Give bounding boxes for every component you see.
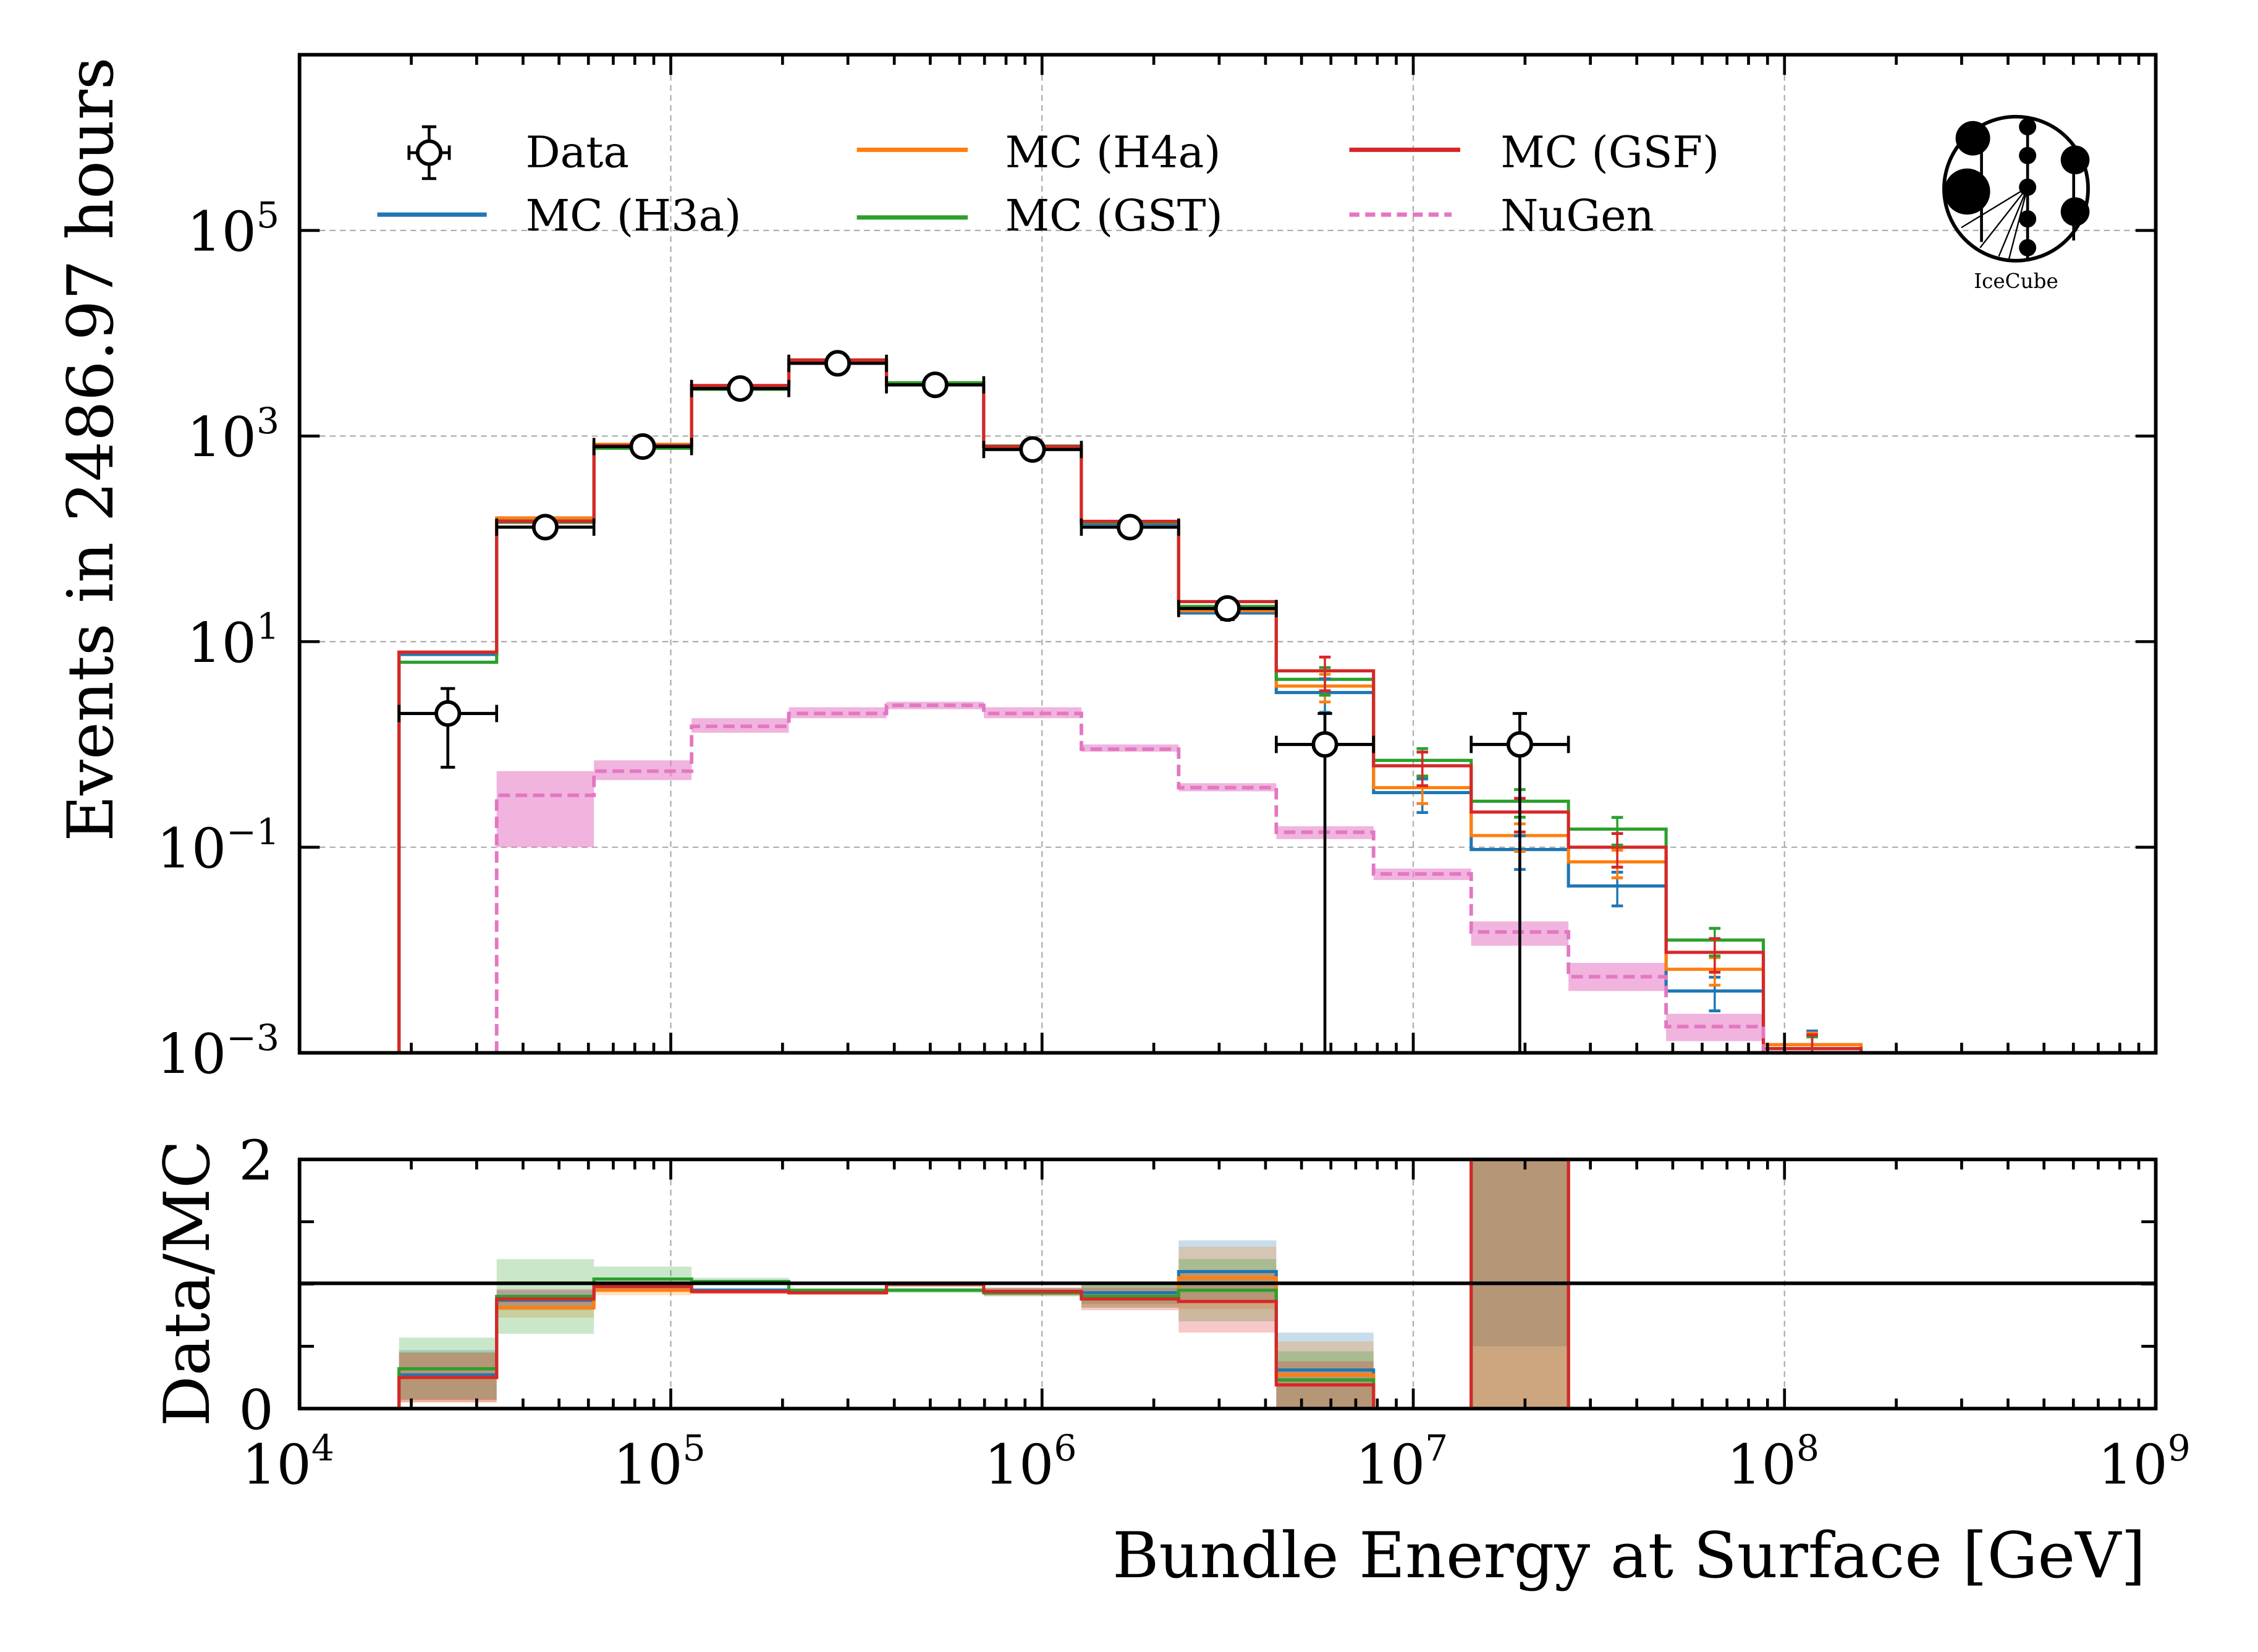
ratio-band-h3a [1471, 1159, 1569, 1347]
legend-entry-gst: MC (GST) [856, 191, 1223, 241]
main-panel: 105 103 101 10−1 10−3 Events in 2486.97 hour… [54, 53, 2158, 1086]
icecube-logo-text: IceCube [1974, 269, 2058, 293]
legend-entry-data: Data [407, 125, 629, 180]
data-point [1506, 731, 1533, 758]
data-point [727, 375, 754, 402]
x-tick-label: 108 [1727, 1427, 1819, 1496]
series-nugen-line [494, 703, 1765, 1053]
data-point [629, 433, 656, 460]
x-tick-label: 109 [2098, 1427, 2191, 1496]
data-points [397, 350, 1570, 1053]
legend-label-h3a: MC (H3a) [526, 191, 742, 241]
x-tick-label: 105 [613, 1427, 706, 1496]
series-h4a-line [397, 358, 1863, 1053]
main-series [397, 358, 1863, 1054]
legend-entry-h4a: MC (H4a) [856, 127, 1221, 177]
data-point [434, 700, 462, 727]
x-tick-label: 106 [984, 1427, 1077, 1496]
legend-label-nugen: NuGen [1500, 191, 1654, 241]
nugen-band-bin [691, 718, 789, 733]
y-axis-label: Events in 2486.97 hours [54, 57, 128, 842]
data-point [531, 514, 559, 541]
ratio-panel: 20 104 105 106 107 108 109 Data/MC Bundle Ene… [151, 1129, 2191, 1593]
ratio-y-tick-label: 0 [239, 1378, 273, 1442]
main-y-tick-labels: 105 103 101 10−1 10−3 [157, 194, 280, 1086]
legend-label-gst: MC (GST) [1005, 191, 1223, 241]
main-grid [299, 54, 2156, 1054]
data-point [824, 350, 852, 377]
nugen-band [496, 701, 1764, 1041]
x-tick-labels: 104 105 106 107 108 109 [242, 1427, 2191, 1496]
y-tick-label: 10−1 [157, 811, 280, 880]
y-tick-label: 103 [187, 400, 279, 469]
y-tick-label: 105 [187, 194, 279, 263]
y-tick-label: 10−3 [157, 1017, 280, 1086]
legend-entry-gsf: MC (GSF) [1349, 127, 1719, 177]
data-point [1214, 595, 1241, 622]
y-tick-label: 101 [187, 606, 279, 675]
nugen-band-bin [594, 760, 692, 781]
nugen-band-bin [496, 771, 594, 847]
main-frame [297, 53, 2158, 1055]
legend-entry-nugen: NuGen [1349, 191, 1654, 241]
data-point [1311, 731, 1338, 758]
ratio-y-tick-labels: 20 [239, 1129, 273, 1442]
series-h3a-line [397, 359, 1863, 1053]
legend: Data MC (H3a) MC (H4a) MC (GST) MC (GSF)… [377, 125, 1719, 241]
legend-label-h4a: MC (H4a) [1005, 127, 1221, 177]
ratio-y-tick-label: 2 [239, 1129, 273, 1193]
ratio-frame [297, 1158, 2158, 1411]
legend-entry-h3a: MC (H3a) [377, 191, 742, 241]
data-point [921, 371, 949, 399]
x-axis-label: Bundle Energy at Surface [GeV] [1112, 1519, 2146, 1593]
x-tick-label: 104 [242, 1427, 334, 1496]
series-gst-line [397, 359, 1863, 1053]
ratio-y-axis-label: Data/MC [151, 1140, 224, 1427]
legend-label-gsf: MC (GSF) [1500, 127, 1719, 177]
legend-label-data: Data [526, 127, 629, 177]
data-point [1117, 514, 1144, 541]
x-tick-label: 107 [1355, 1427, 1448, 1496]
icecube-logo: IceCube [1942, 114, 2090, 293]
data-marker-icon [415, 139, 443, 166]
series-gsf-line [397, 358, 1863, 1053]
data-point [1019, 436, 1046, 463]
